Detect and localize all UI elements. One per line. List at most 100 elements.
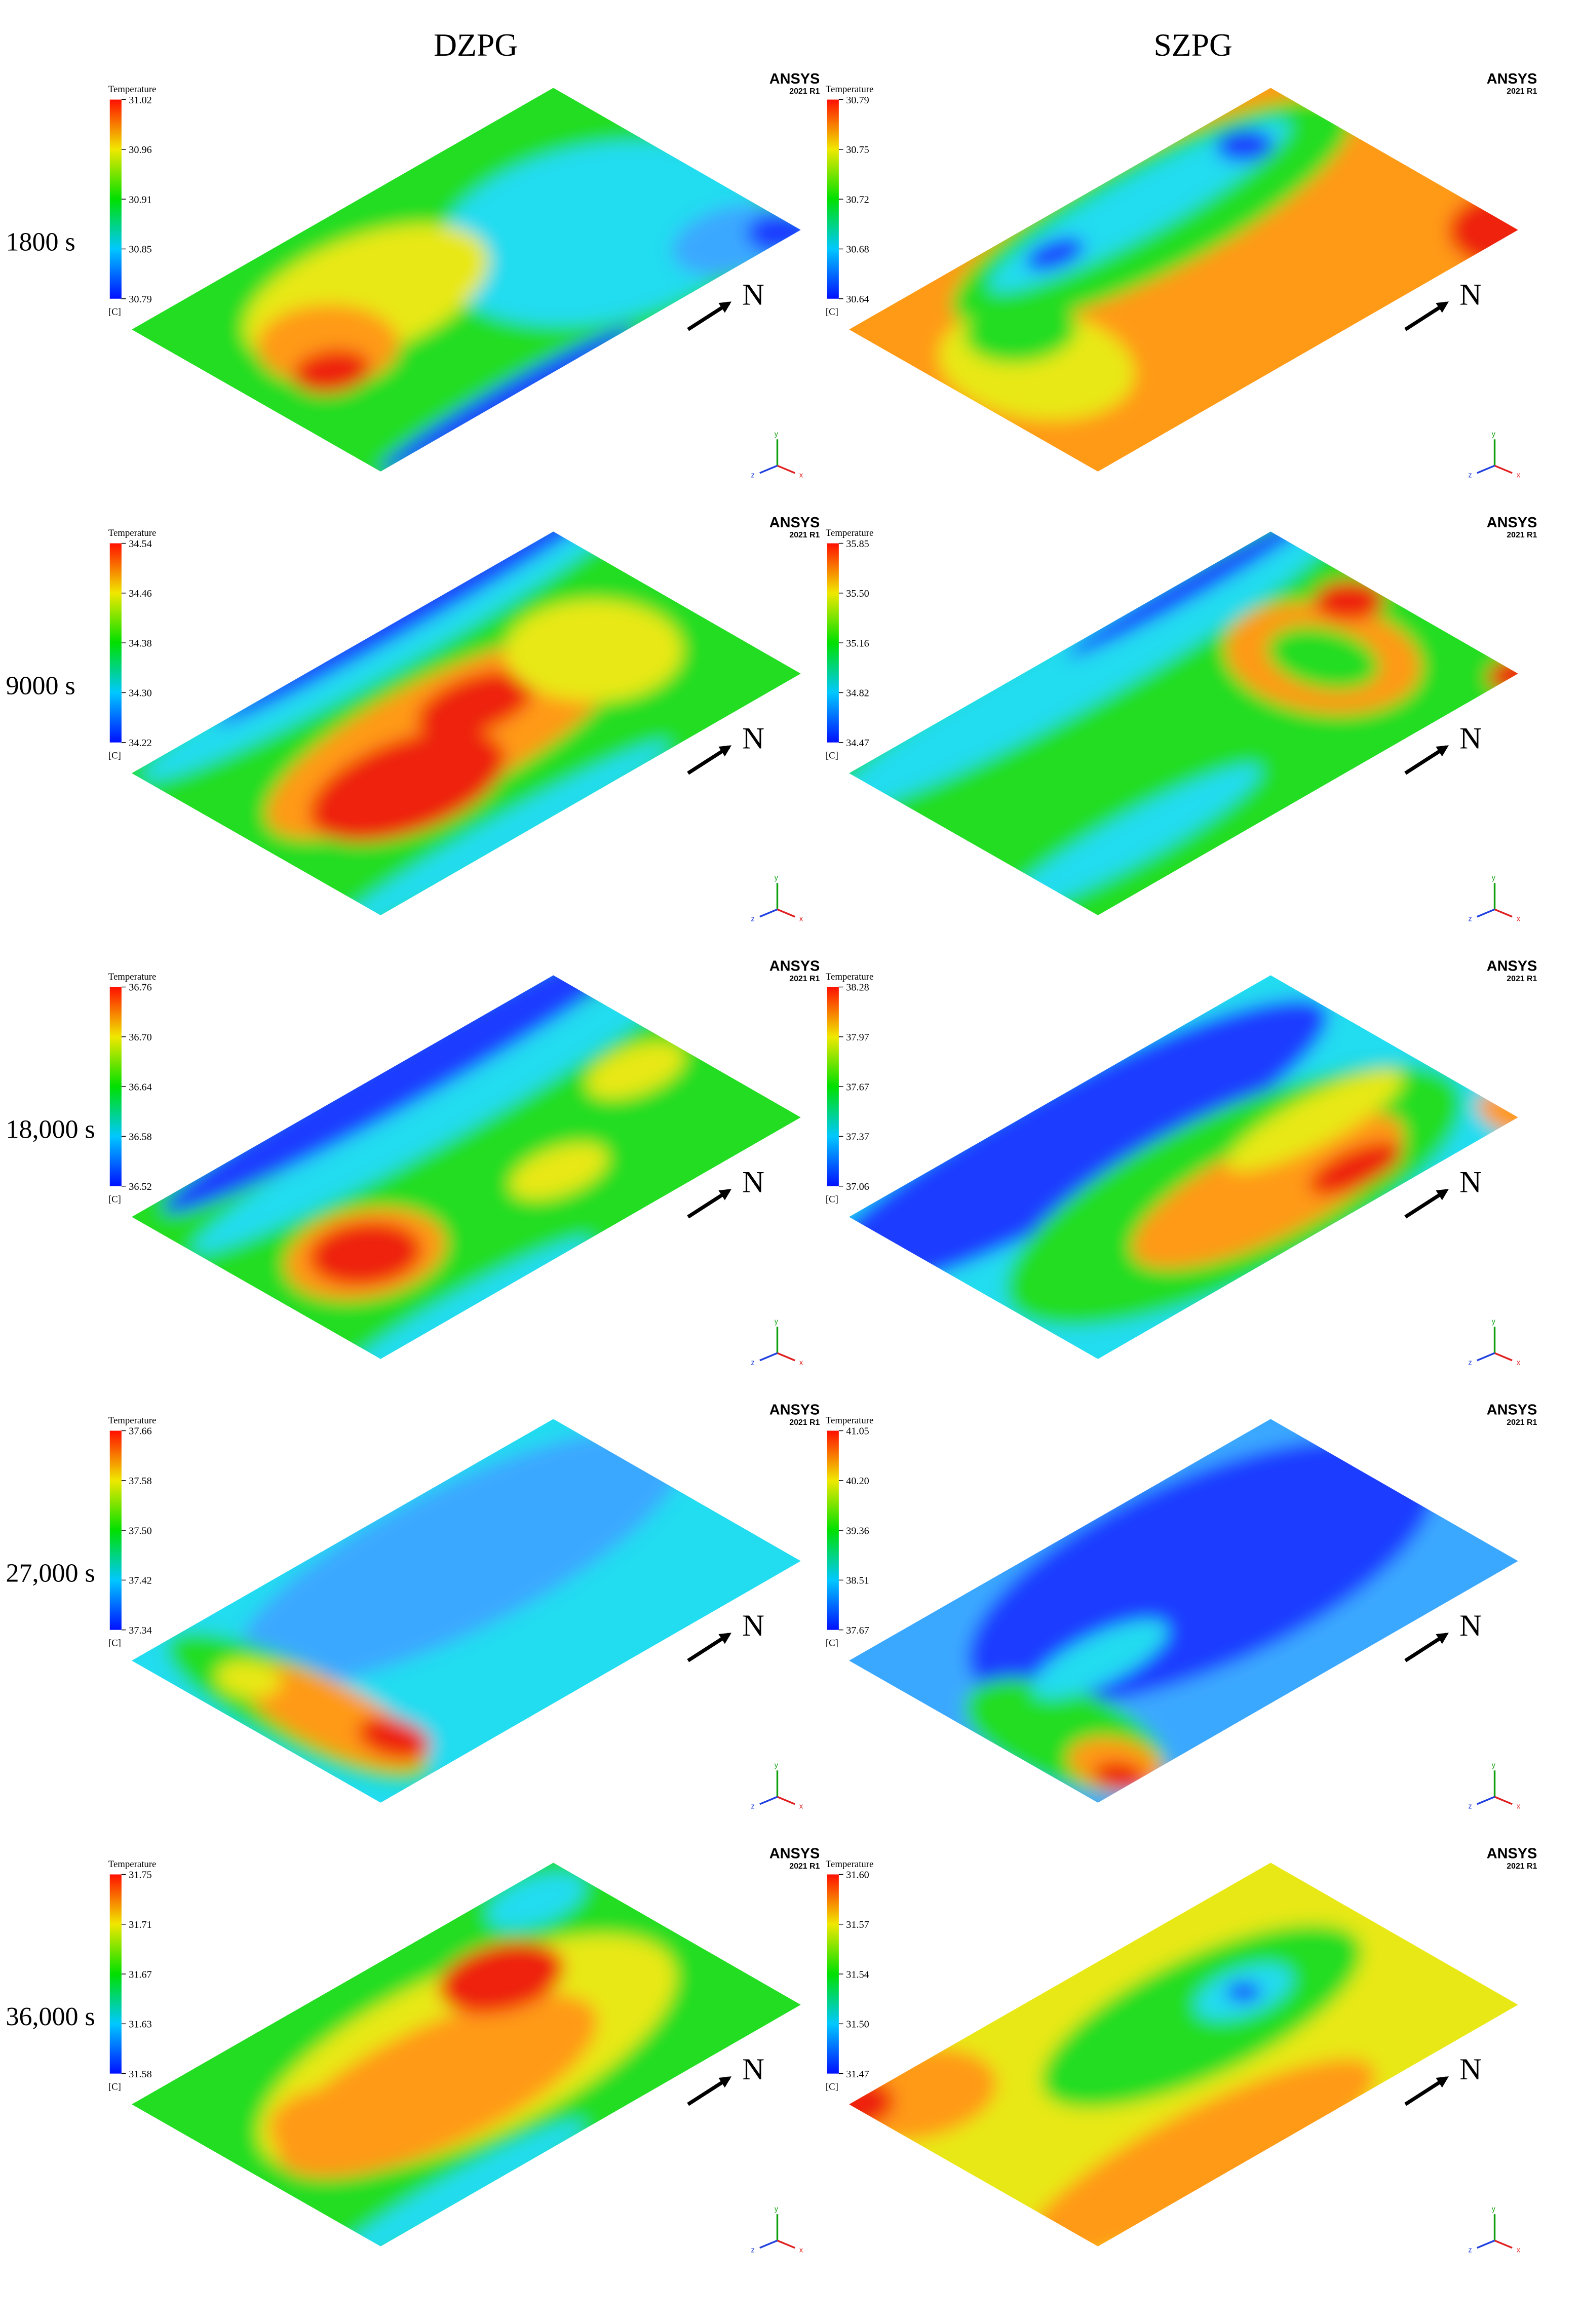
axis-z [1477, 2239, 1495, 2249]
logo-version: 2021 R1 [1507, 531, 1537, 539]
colorbar-tick-label: 35.85 [846, 538, 869, 550]
colorbar-tick-label: 31.71 [129, 1919, 151, 1930]
north-arrow [687, 301, 731, 331]
logo-version: 2021 R1 [1507, 1418, 1537, 1427]
contour-region [1131, 1112, 1404, 1269]
contour-region [192, 975, 702, 1254]
colorbar-tick-label: 34.30 [129, 688, 151, 699]
contour-region [849, 531, 1341, 814]
axis-z-label: z [1468, 915, 1472, 923]
colorbar-unit: [C] [826, 1638, 838, 1648]
north-label: N [742, 278, 764, 312]
colorbar-tick-label: 30.75 [846, 144, 869, 156]
colorbar-tick-label: 30.79 [846, 95, 869, 106]
colorbar [109, 543, 122, 743]
axis-z [1477, 464, 1495, 474]
north-label: N [742, 1165, 764, 1199]
colorbar-tick-label: 37.66 [129, 1426, 151, 1437]
contour-region [309, 1221, 422, 1286]
colorbar-tick-label: 36.52 [129, 1181, 151, 1192]
contour-region [329, 2120, 586, 2246]
row-label: 9000 s [6, 671, 75, 700]
colorbar-tick-label: 30.79 [129, 294, 151, 305]
colorbar-tick-label: 37.50 [129, 1525, 151, 1536]
colorbar-tick-label: 37.37 [846, 1132, 869, 1143]
colorbar-tick-label: 31.60 [846, 1870, 869, 1881]
contour-region [1032, 1620, 1168, 1698]
north-label: N [1459, 1609, 1482, 1643]
colorbar-tick-label: 31.58 [129, 2069, 151, 2080]
colorbar-tick-label: 41.05 [846, 1426, 869, 1437]
colorbar-tick-label: 34.82 [846, 688, 869, 699]
axis-z [1477, 1352, 1495, 1362]
axis-y-label: y [775, 1761, 779, 1769]
colorbar-tick-label: 37.42 [129, 1575, 151, 1586]
logo-name: ANSYS [1487, 1402, 1537, 1418]
axis-z-label: z [751, 1802, 754, 1810]
contour-region [416, 670, 534, 738]
colorbar-title: Temperature [108, 528, 157, 538]
logo-version: 2021 R1 [789, 1862, 820, 1871]
colorbar-tick-label: 36.64 [129, 1081, 151, 1093]
contour-region [236, 1430, 683, 1687]
axis-y-label: y [775, 2205, 779, 2213]
axis-z-label: z [751, 1359, 754, 1367]
contour-region [293, 349, 371, 394]
axis-y-label: y [1492, 1318, 1496, 1326]
north-arrow [687, 1189, 731, 1219]
axis-x [777, 464, 795, 474]
logo-name: ANSYS [769, 1402, 820, 1418]
axis-x-label: x [799, 1802, 803, 1810]
north-arrow [1404, 1633, 1449, 1662]
contour-region [310, 729, 506, 842]
colorbar [109, 1874, 122, 2074]
north-arrow [687, 1633, 731, 1662]
axis-z [759, 908, 778, 918]
colorbar-tick-label: 30.72 [846, 194, 869, 205]
contour-region [330, 741, 670, 915]
contour-region [505, 600, 682, 702]
north-label: N [742, 721, 764, 755]
colorbar-tick-label: 37.58 [129, 1476, 151, 1487]
colorbar-tick-label: 38.51 [846, 1575, 869, 1586]
colorbar-title: Temperature [826, 84, 874, 95]
colorbar-tick-label: 37.67 [846, 1625, 869, 1636]
contour-region [216, 1660, 282, 1698]
colorbar-tick-label: 37.06 [846, 1181, 869, 1192]
axis-z [759, 1352, 778, 1362]
contour-region [587, 1042, 685, 1099]
north-arrow [687, 2076, 731, 2106]
colorbar [827, 543, 839, 743]
axis-x [777, 2239, 795, 2249]
contour-region [964, 298, 1077, 363]
axis-z-label: z [1468, 2246, 1472, 2254]
axis-y-label: y [1492, 431, 1496, 439]
colorbar-unit: [C] [108, 751, 121, 761]
axis-z [759, 464, 778, 474]
logo-name: ANSYS [769, 515, 820, 531]
colorbar-unit: [C] [826, 2081, 838, 2092]
contour-region [1215, 129, 1274, 162]
colorbar-tick-label: 30.68 [846, 244, 869, 255]
contour-region [1314, 580, 1385, 621]
colorbar-tick-label: 31.50 [846, 2019, 869, 2030]
axis-y-label: y [775, 1318, 779, 1326]
axis-x-label: x [1517, 1359, 1521, 1367]
contour-region [968, 1439, 1435, 1706]
logo-name: ANSYS [769, 958, 820, 975]
colorbar-tick-label: 31.67 [129, 1969, 151, 1980]
logo-version: 2021 R1 [1507, 1862, 1537, 1871]
colorbar-tick-label: 39.36 [846, 1525, 869, 1536]
logo-version: 2021 R1 [789, 531, 820, 539]
colorbar-title: Temperature [108, 84, 157, 95]
colorbar-tick-label: 31.57 [846, 1919, 869, 1930]
axis-z [1477, 908, 1495, 918]
colorbar-tick-label: 35.50 [846, 588, 869, 599]
